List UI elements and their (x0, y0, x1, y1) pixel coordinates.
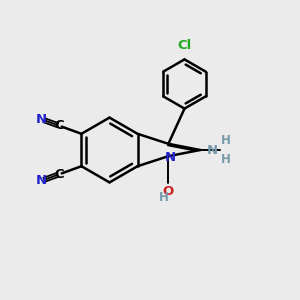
Text: N: N (36, 174, 47, 188)
Text: C: C (55, 168, 64, 181)
Text: N: N (164, 151, 175, 164)
Text: H: H (221, 153, 231, 166)
Text: H: H (221, 134, 231, 147)
Text: H: H (159, 191, 169, 204)
Text: N: N (36, 112, 47, 126)
Text: O: O (163, 185, 174, 198)
Text: Cl: Cl (177, 39, 192, 52)
Text: N: N (207, 143, 218, 157)
Text: C: C (55, 119, 64, 132)
